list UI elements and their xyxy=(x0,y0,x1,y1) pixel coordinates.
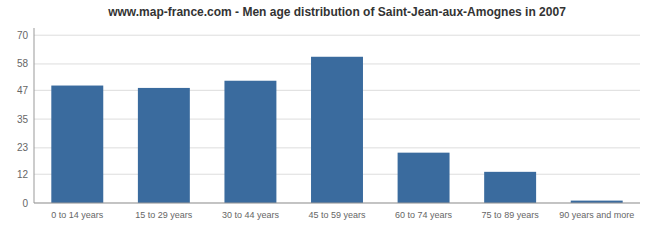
title: www.map-france.com - Men age distributio… xyxy=(107,5,566,19)
bar xyxy=(398,153,450,203)
grid xyxy=(34,35,640,203)
chart-container: www.map-france.com - Men age distributio… xyxy=(0,0,650,229)
y-tick-label: 0 xyxy=(22,198,28,209)
x-tick-label: 15 to 29 years xyxy=(135,210,193,220)
y-tick-label: 58 xyxy=(17,58,29,69)
bar xyxy=(484,172,536,203)
y-tick-label: 12 xyxy=(17,169,29,180)
x-tick-label: 0 to 14 years xyxy=(51,210,104,220)
grid-line xyxy=(34,35,640,36)
bar xyxy=(311,57,363,203)
y-tick-label: 70 xyxy=(17,30,29,41)
x-tick-label: 45 to 59 years xyxy=(308,210,366,220)
y-tick-label: 35 xyxy=(17,114,29,125)
grid-line xyxy=(34,203,640,204)
y-tick-label: 47 xyxy=(17,85,29,96)
x-tick-label: 30 to 44 years xyxy=(222,210,280,220)
bars xyxy=(51,57,622,203)
x-tick-label: 60 to 74 years xyxy=(395,210,453,220)
bar xyxy=(138,88,190,203)
chart-svg: www.map-france.com - Men age distributio… xyxy=(0,0,650,229)
x-tick-label: 75 to 89 years xyxy=(482,210,540,220)
y-axis-line xyxy=(34,28,35,203)
y-tick-label: 23 xyxy=(17,142,29,153)
x-tick-label: 90 years and more xyxy=(559,210,634,220)
bar xyxy=(51,86,103,203)
x-axis-line xyxy=(34,203,640,204)
bar xyxy=(224,81,276,203)
